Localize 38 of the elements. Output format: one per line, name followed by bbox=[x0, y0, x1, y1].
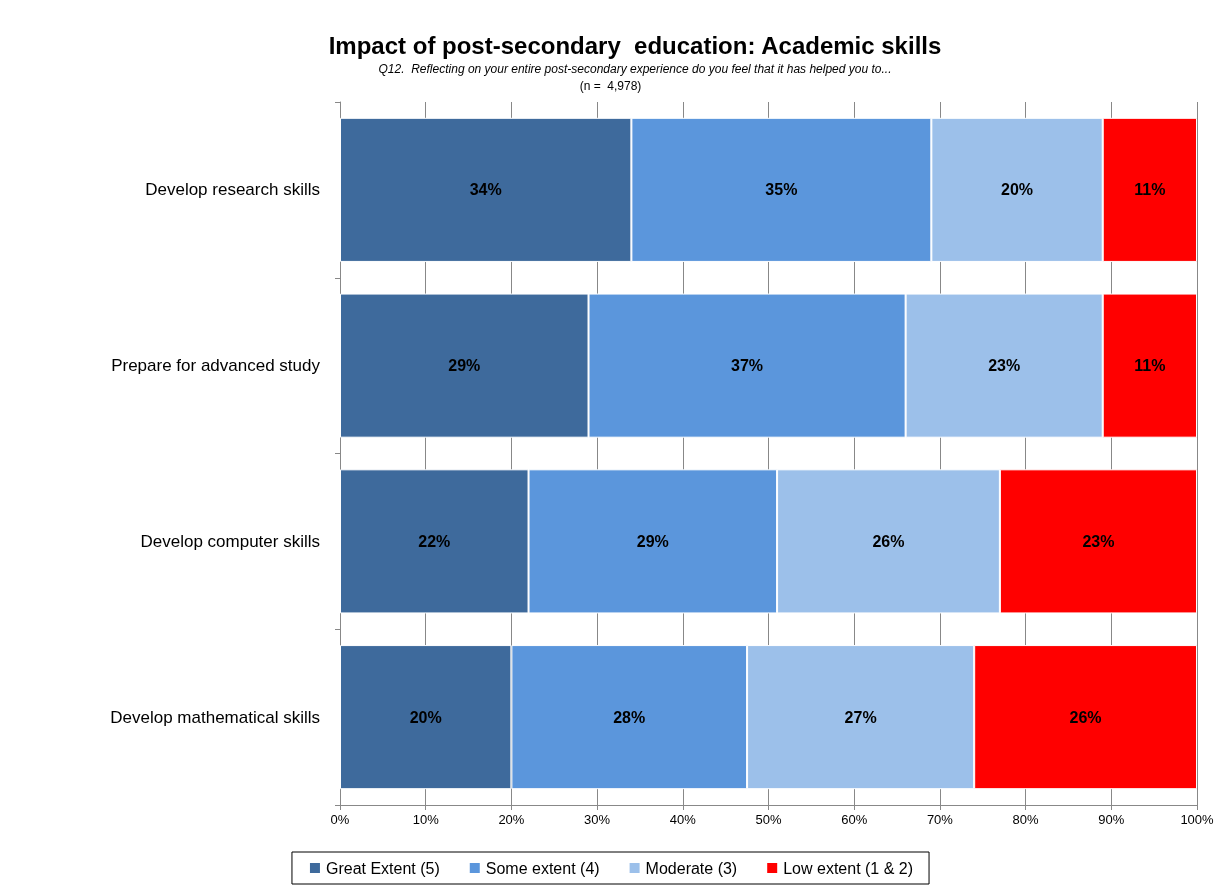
chart-title: Impact of post-secondary education: Academic skills bbox=[328, 31, 942, 59]
data-label: 29% bbox=[636, 532, 669, 550]
data-label: 11% bbox=[1134, 181, 1166, 199]
x-tick-label: 50% bbox=[755, 812, 782, 827]
data-label: 35% bbox=[765, 181, 798, 199]
data-label: 26% bbox=[1069, 708, 1102, 726]
legend-label: Great Extent (5) bbox=[325, 859, 440, 877]
legend-label: Moderate (3) bbox=[645, 859, 738, 877]
data-label: 27% bbox=[844, 708, 877, 726]
data-label: 20% bbox=[409, 708, 442, 726]
x-tick-label: 20% bbox=[498, 812, 525, 827]
data-label: 23% bbox=[1082, 532, 1115, 550]
data-label: 28% bbox=[613, 708, 646, 726]
x-tick-label: 100% bbox=[1180, 812, 1215, 827]
x-tick-label: 0% bbox=[330, 812, 350, 827]
data-label: 29% bbox=[448, 357, 481, 375]
x-tick-label: 90% bbox=[1098, 812, 1125, 827]
data-label: 26% bbox=[872, 532, 905, 550]
y-tick-label: Develop research skills bbox=[145, 180, 320, 200]
data-label: 11% bbox=[1134, 357, 1166, 375]
y-tick-label: Prepare for advanced study bbox=[111, 356, 321, 376]
data-label: 22% bbox=[418, 532, 451, 550]
y-tick-label: Develop computer skills bbox=[140, 531, 320, 551]
data-label: 23% bbox=[988, 357, 1021, 375]
chart-subtitle: Q12. Reflecting on your entire post-secondary experience do you feel that it has helped you to... bbox=[378, 62, 892, 76]
data-label: 20% bbox=[1001, 181, 1034, 199]
data-label: 37% bbox=[731, 357, 764, 375]
x-tick-label: 80% bbox=[1012, 812, 1040, 827]
y-tick-label: Develop mathematical skills bbox=[110, 707, 320, 727]
x-tick-label: 60% bbox=[841, 812, 868, 827]
x-tick-label: 70% bbox=[926, 812, 954, 827]
x-tick-label: 40% bbox=[669, 812, 697, 827]
x-tick-label: 10% bbox=[412, 812, 440, 827]
data-label: 34% bbox=[469, 181, 502, 199]
legend-label: Some extent (4) bbox=[485, 859, 600, 877]
text: (n = 4,978) bbox=[579, 79, 642, 93]
x-tick-label: 30% bbox=[584, 812, 611, 827]
legend-label: Low extent (1 & 2) bbox=[783, 859, 914, 877]
